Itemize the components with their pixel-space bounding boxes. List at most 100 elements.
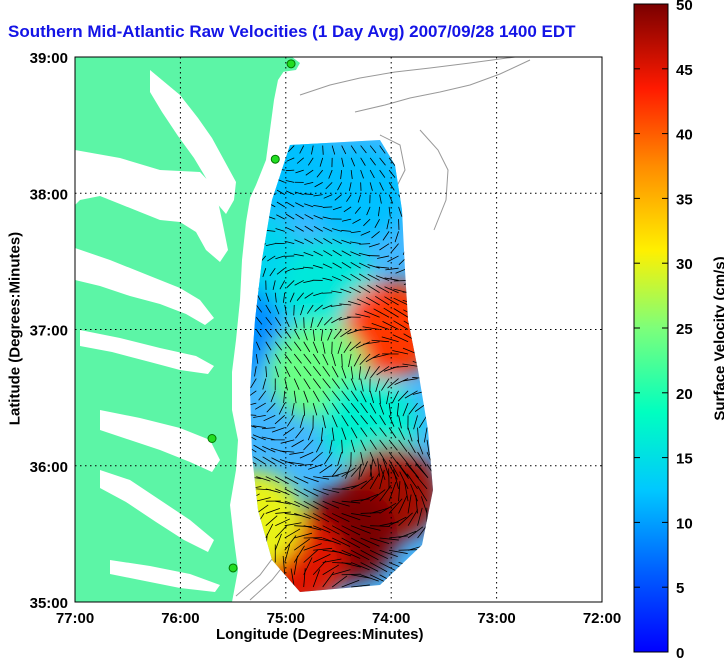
velocity-vector-604 xyxy=(322,475,339,478)
velocity-vector-555 xyxy=(262,445,276,453)
velocity-vector-421 xyxy=(250,378,257,389)
velocity-vector-270 xyxy=(282,292,286,303)
velocity-vector-548 xyxy=(417,439,424,455)
velocity-vector-167 xyxy=(341,230,352,232)
velocity-vector-38 xyxy=(379,157,386,166)
velocity-vector-335 xyxy=(274,329,282,338)
y-tick-label: 35:00 xyxy=(30,595,68,612)
velocity-vector-207 xyxy=(303,252,314,257)
velocity-vector-630 xyxy=(360,476,374,490)
velocity-vector-95 xyxy=(285,190,295,195)
velocity-vector-362 xyxy=(322,341,326,354)
velocity-vector-525 xyxy=(407,427,413,442)
velocity-vector-686 xyxy=(265,515,278,527)
velocity-vector-408 xyxy=(341,366,347,379)
velocity-vector-34 xyxy=(341,157,344,167)
velocity-vector-117 xyxy=(286,201,295,208)
colorbar-tick-label: 40 xyxy=(676,127,693,144)
velocity-vector-645 xyxy=(294,500,310,509)
velocity-vector-455 xyxy=(369,390,375,404)
velocity-vector-523 xyxy=(388,427,397,439)
velocity-vector-166 xyxy=(332,228,342,232)
velocity-vector-403 xyxy=(293,366,302,377)
velocity-vector-274 xyxy=(313,292,323,297)
velocity-vector-512 xyxy=(271,427,285,433)
velocity-vector-401 xyxy=(274,366,279,378)
velocity-vector-549 xyxy=(426,439,430,456)
y-tick-label: 37:00 xyxy=(30,323,68,340)
velocity-vector-721 xyxy=(389,535,409,539)
velocity-vector-227 xyxy=(284,267,295,273)
velocity-vector-383 xyxy=(312,353,321,365)
velocity-vector-687 xyxy=(275,518,290,527)
velocity-vector-165 xyxy=(322,226,333,232)
velocity-vector-120 xyxy=(313,204,323,208)
y-tick-label: 38:00 xyxy=(30,186,68,203)
velocity-vector-224 xyxy=(262,268,267,278)
velocity-vector-427 xyxy=(312,378,321,389)
velocity-vector-146 xyxy=(352,218,361,224)
velocity-vector-502 xyxy=(398,415,402,429)
velocity-vector-669 xyxy=(313,513,330,523)
velocity-vector-608 xyxy=(360,461,368,477)
velocity-vector-126 xyxy=(378,206,381,217)
velocity-vector-272 xyxy=(296,292,305,301)
x-tick-label: 76:00 xyxy=(161,610,199,627)
velocity-vector-296 xyxy=(314,304,323,312)
velocity-vector-147 xyxy=(363,218,371,227)
velocity-vector-336 xyxy=(284,329,292,339)
velocity-vector-570 xyxy=(417,451,427,467)
velocity-vector-466 xyxy=(255,402,266,410)
velocity-vector-498 xyxy=(360,415,368,425)
velocity-vector-171 xyxy=(382,231,390,241)
velocity-vector-76 xyxy=(314,182,323,188)
velocity-vector-370 xyxy=(381,336,399,343)
velocity-vector-160 xyxy=(275,228,285,232)
velocity-vector-324 xyxy=(364,310,380,318)
velocity-vector-565 xyxy=(369,451,376,465)
radar-site-0 xyxy=(286,59,296,69)
velocity-vector-387 xyxy=(348,353,352,368)
velocity-vector-260 xyxy=(384,277,399,281)
velocity-vector-519 xyxy=(350,427,358,439)
velocity-vector-691 xyxy=(313,525,331,533)
velocity-vector-468 xyxy=(278,402,286,415)
velocity-vector-320 xyxy=(331,316,342,324)
velocity-vector-371 xyxy=(392,334,409,343)
velocity-vector-743 xyxy=(389,549,408,554)
velocity-vector-451 xyxy=(331,390,341,402)
velocity-vector-689 xyxy=(294,525,312,528)
velocity-vector-514 xyxy=(295,427,305,439)
velocity-vector-476 xyxy=(360,402,368,414)
velocity-vector-82 xyxy=(379,182,384,191)
velocity-vector-803 xyxy=(331,575,348,588)
velocity-vector-325 xyxy=(373,308,390,318)
velocity-cell-1 xyxy=(311,145,408,242)
velocity-vector-448 xyxy=(303,390,309,403)
velocity-vector-628 xyxy=(341,484,359,490)
velocity-vector-302 xyxy=(365,296,380,306)
velocity-vector-142 xyxy=(313,215,323,220)
velocity-vector-399 xyxy=(254,366,257,377)
velocity-vector-282 xyxy=(384,286,399,294)
velocity-vector-522 xyxy=(379,427,387,437)
velocity-vector-659 xyxy=(417,485,428,502)
velocity-vector-364 xyxy=(337,341,343,354)
velocity-vector-576 xyxy=(253,456,266,465)
velocity-vector-465 xyxy=(250,402,257,407)
velocity-vector-566 xyxy=(379,451,388,465)
velocity-vector-381 xyxy=(293,353,302,364)
velocity-vector-783 xyxy=(351,574,371,579)
velocity-vector-312 xyxy=(265,316,272,326)
velocity-vector-624 xyxy=(303,488,319,497)
velocity-vector-318 xyxy=(317,317,324,328)
velocity-vector-636 xyxy=(406,473,418,490)
colorbar-tick-label: 20 xyxy=(676,386,693,403)
velocity-vector-434 xyxy=(375,378,380,392)
velocity-vector-360 xyxy=(303,341,311,353)
velocity-vector-189 xyxy=(341,239,352,245)
velocity-vector-671 xyxy=(332,513,350,522)
velocity-vector-345 xyxy=(354,329,371,331)
velocity-vector-361 xyxy=(312,341,319,353)
velocity-vector-295 xyxy=(306,304,314,314)
